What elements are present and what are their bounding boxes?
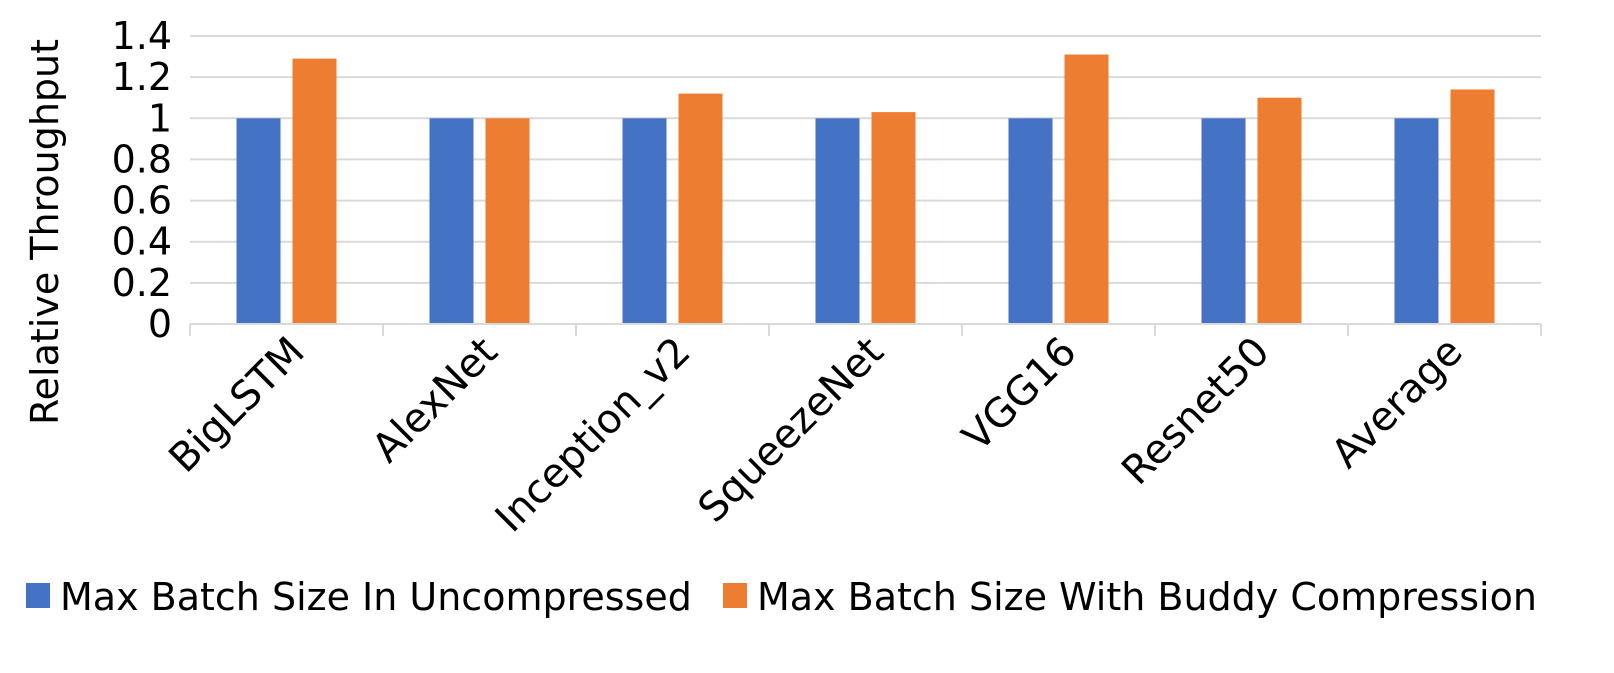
x-axis bbox=[189, 323, 1542, 336]
bar-uncompressed-biglstm bbox=[236, 118, 281, 325]
bar-uncompressed-inception_v2 bbox=[622, 118, 667, 325]
bar-uncompressed-squeezenet bbox=[815, 118, 860, 325]
bar-uncompressed-resnet50 bbox=[1201, 118, 1246, 325]
bar-buddy-alexnet bbox=[485, 118, 530, 325]
x-tick-label: Inception_v2 bbox=[487, 329, 700, 542]
bar-buddy-biglstm bbox=[292, 58, 337, 324]
y-tick-label: 1 bbox=[148, 96, 172, 140]
x-tick-label: BigLSTM bbox=[160, 329, 313, 482]
legend-label-buddy: Max Batch Size With Buddy Compression bbox=[757, 575, 1537, 619]
y-tick-label: 0 bbox=[148, 302, 172, 346]
x-tick-label: AlexNet bbox=[364, 329, 507, 472]
legend-swatch-buddy bbox=[723, 583, 747, 608]
y-tick-label: 0.2 bbox=[112, 261, 172, 305]
y-tick-label: 1.4 bbox=[112, 14, 172, 58]
y-tick-label: 0.8 bbox=[112, 137, 172, 181]
bar-buddy-squeezenet bbox=[871, 112, 916, 324]
x-tick-label: VGG16 bbox=[954, 329, 1086, 461]
y-axis-ticks: 00.20.40.60.811.21.4 bbox=[112, 14, 172, 346]
y-tick-label: 0.4 bbox=[112, 220, 172, 264]
bar-buddy-average bbox=[1450, 89, 1495, 324]
bar-buddy-inception_v2 bbox=[678, 93, 723, 324]
y-tick-label: 0.6 bbox=[112, 179, 172, 223]
y-tick-label: 1.2 bbox=[112, 55, 172, 99]
x-tick-label: SqueezeNet bbox=[690, 329, 893, 532]
y-axis-title: Relative Throughput bbox=[23, 39, 67, 425]
bar-uncompressed-average bbox=[1394, 118, 1439, 325]
bar-uncompressed-vgg16 bbox=[1008, 118, 1053, 325]
legend-swatch-uncompressed bbox=[26, 583, 50, 608]
bars bbox=[236, 54, 1495, 325]
x-tick-label: Average bbox=[1323, 329, 1472, 478]
bar-uncompressed-alexnet bbox=[429, 118, 474, 325]
legend-label-uncompressed: Max Batch Size In Uncompressed bbox=[60, 575, 692, 619]
x-tick-label: Resnet50 bbox=[1113, 329, 1278, 494]
legend: Max Batch Size In Uncompressed Max Batch… bbox=[26, 575, 1537, 619]
bar-buddy-resnet50 bbox=[1257, 97, 1302, 324]
gridlines bbox=[190, 35, 1541, 284]
bar-buddy-vgg16 bbox=[1064, 54, 1109, 325]
